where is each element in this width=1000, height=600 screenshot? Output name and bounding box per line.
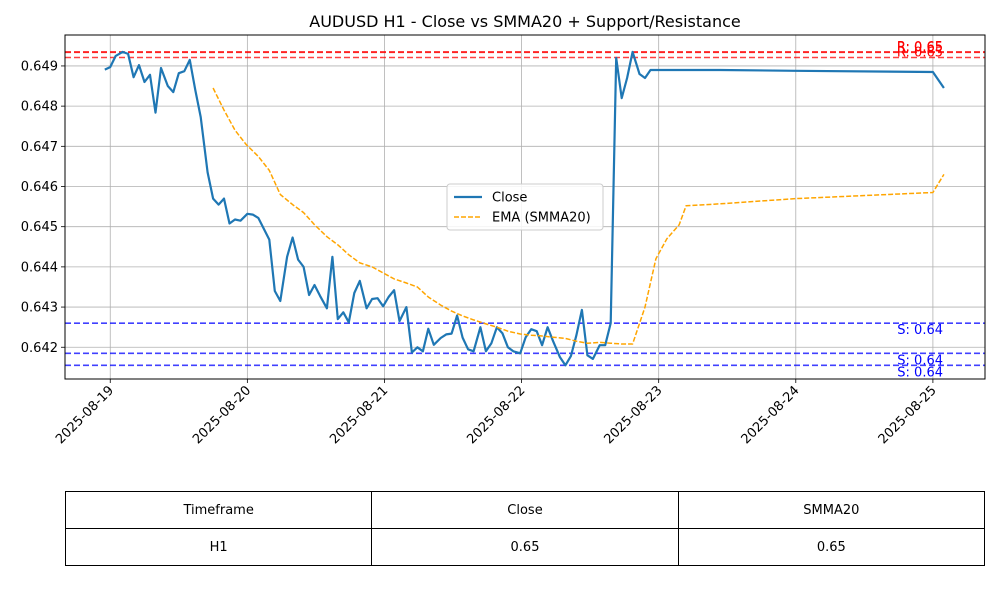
table-cell: 0.65 (371, 528, 679, 566)
plot-frame (64, 34, 986, 380)
y-tick-label: 0.648 (21, 100, 58, 115)
legend-label: EMA (SMMA20) (492, 211, 591, 226)
table-header-cell: Close (371, 491, 679, 529)
support-resistance-lines (65, 51, 985, 367)
resistance-label: R: 0.65 (897, 40, 943, 55)
legend: Close EMA (SMMA20) (446, 183, 604, 231)
x-tick-label: 2025-08-20 (190, 383, 254, 447)
series-lines (104, 50, 945, 367)
y-axis: 0.642 0.643 0.644 0.645 0.646 0.647 0.648 0.649 (21, 59, 65, 356)
support-label: S: 0.64 (897, 365, 943, 380)
legend-label: Close (492, 191, 527, 206)
table-cell: H1 (64, 528, 373, 566)
summary-table: Timeframe Close SMMA20 H1 0.65 0.65 (64, 491, 986, 566)
y-tick-label: 0.645 (21, 220, 58, 235)
resistance-label: R: 0.65 (897, 40, 943, 55)
x-tick-label: 2025-08-21 (327, 383, 391, 447)
x-tick-label: 2025-08-25 (876, 383, 940, 447)
support-label: S: 0.64 (897, 323, 943, 338)
x-tick-label: 2025-08-19 (53, 383, 117, 447)
y-tick-label: 0.646 (21, 180, 58, 195)
close-line (104, 50, 945, 367)
table-row: H1 0.65 0.65 (64, 528, 986, 566)
y-tick-label: 0.647 (21, 140, 58, 155)
chart-title: AUDUSD H1 - Close vs SMMA20 + Support/Re… (309, 12, 740, 31)
table-header-cell: Timeframe (64, 491, 373, 529)
y-tick-label: 0.644 (21, 260, 58, 275)
table-cell: 0.65 (677, 528, 986, 566)
level-labels: R: 0.65R: 0.65R: 0.65S: 0.64S: 0.64S: 0.… (897, 40, 943, 380)
x-tick-label: 2025-08-22 (464, 383, 528, 447)
y-tick-label: 0.649 (21, 59, 58, 74)
legend-box (446, 183, 604, 231)
support-label: S: 0.64 (897, 353, 943, 368)
smma20-line (212, 87, 945, 345)
grid (65, 35, 985, 379)
y-tick-label: 0.642 (21, 341, 58, 356)
chart: AUDUSD H1 - Close vs SMMA20 + Support/Re… (21, 12, 986, 447)
x-tick-label: 2025-08-23 (601, 383, 665, 447)
x-tick-label: 2025-08-24 (739, 383, 803, 447)
y-tick-label: 0.643 (21, 301, 58, 316)
table-header-row: Timeframe Close SMMA20 (64, 491, 986, 529)
resistance-label: R: 0.65 (897, 46, 943, 61)
x-axis: 2025-08-19 2025-08-20 2025-08-21 2025-08-22… (53, 379, 940, 447)
table-header-cell: SMMA20 (677, 491, 986, 529)
